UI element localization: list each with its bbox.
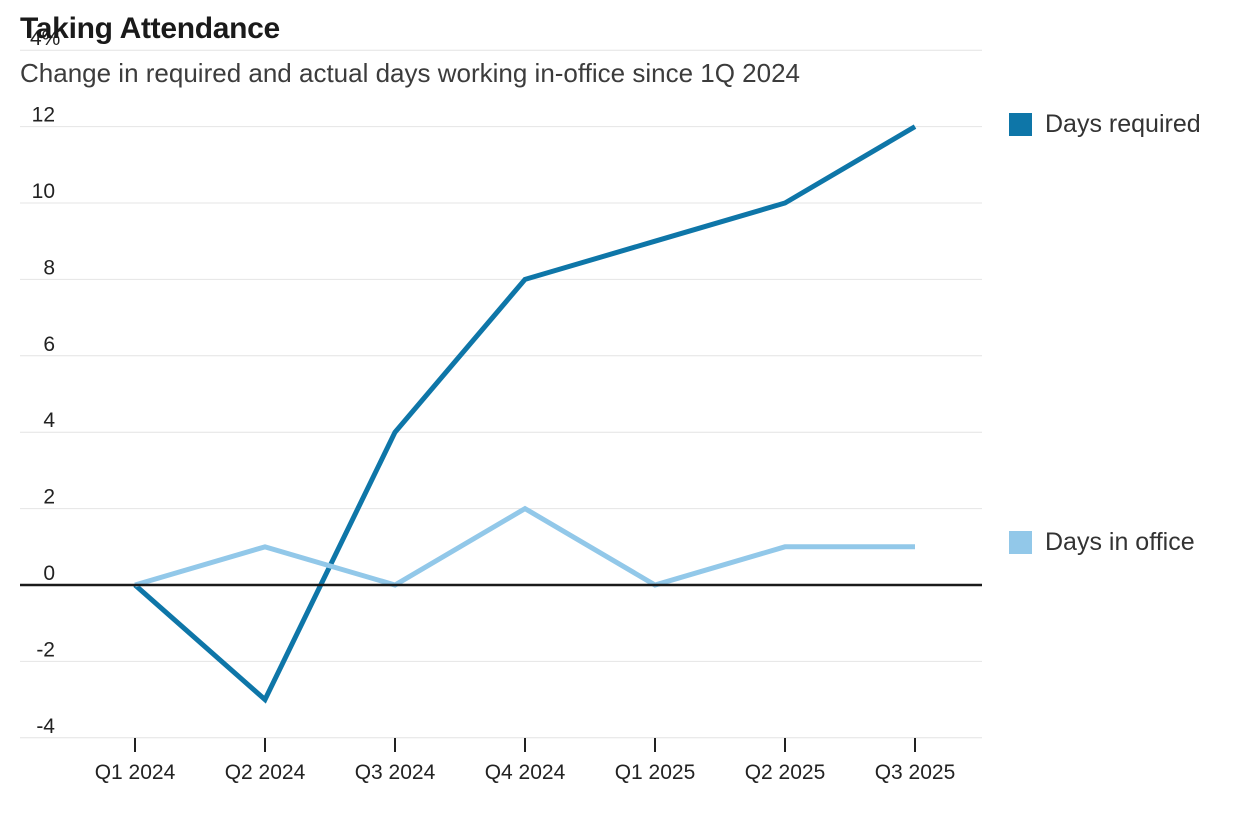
x-axis-label: Q2 2025 (745, 761, 826, 784)
y-axis-label: 12 (32, 104, 55, 127)
legend-swatch-days-in-office-icon (1009, 531, 1032, 554)
x-axis-label: Q3 2025 (875, 761, 956, 784)
y-axis-label: 8 (43, 256, 55, 279)
legend-label-days-required: Days required (1045, 110, 1201, 138)
stray-axis-label: 4% (30, 27, 61, 50)
x-axis-label: Q3 2024 (355, 761, 436, 784)
series-line-0 (133, 124, 917, 704)
chart-subtitle: Change in required and actual days worki… (20, 58, 800, 88)
series-line-1 (134, 505, 915, 588)
x-axis-label: Q2 2024 (225, 761, 306, 784)
chart-title: Taking Attendance (20, 12, 280, 45)
y-axis-label: 6 (43, 333, 55, 356)
x-axis-label: Q1 2024 (95, 761, 176, 784)
legend-item-days-in-office: Days in office (1009, 528, 1195, 557)
x-axis-label: Q4 2024 (485, 761, 566, 784)
y-axis-label: 10 (32, 180, 55, 203)
y-axis-label: 2 (43, 486, 55, 509)
y-axis-label: 4 (43, 409, 55, 432)
y-axis-label: -4 (36, 715, 55, 738)
legend-swatch-days-required-icon (1009, 113, 1032, 136)
legend-label-days-in-office: Days in office (1045, 528, 1195, 556)
x-axis-label: Q1 2025 (615, 761, 696, 784)
y-axis-label: 0 (43, 562, 55, 585)
legend-item-days-required: Days required (1009, 110, 1201, 139)
y-axis-label: -2 (36, 638, 55, 661)
